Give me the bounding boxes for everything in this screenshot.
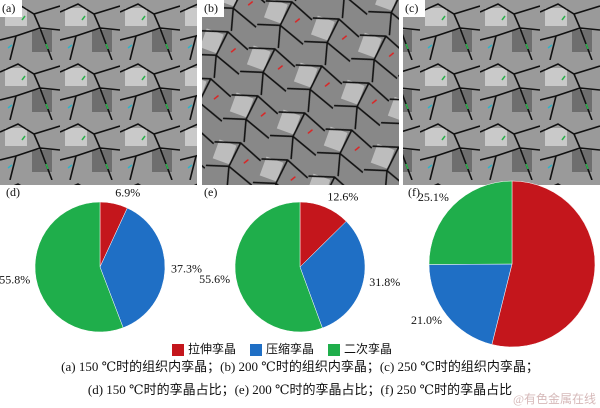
value-label: 37.3% (171, 261, 202, 275)
legend-label: 压缩孪晶 (266, 341, 314, 356)
micrograph (403, 0, 600, 185)
panel-label: (b) (204, 1, 218, 15)
caption: (d) 150 ℃时的孪晶占比；(e) 200 ℃时的孪晶占比；(f) 250 … (88, 382, 512, 398)
value-label: 25.1% (418, 190, 449, 204)
pie-slice (34, 201, 124, 333)
panel-label: (c) (405, 1, 418, 15)
pie-slice (428, 180, 513, 265)
panel-label-box (0, 0, 22, 17)
legend-label: 二次孪晶 (344, 341, 392, 356)
pie-slice (99, 207, 166, 329)
pie-slice (299, 220, 366, 329)
legend-swatch (172, 344, 184, 356)
micrograph (0, 0, 197, 185)
panel-label-box (403, 0, 425, 17)
panel-label: (d) (6, 185, 20, 199)
value-label: 31.8% (369, 275, 400, 289)
legend-swatch (250, 344, 262, 356)
pie-slice (234, 201, 323, 333)
value-label: 21.0% (411, 313, 442, 327)
legend-label: 拉伸孪晶 (188, 341, 236, 356)
pie-slice (428, 263, 513, 345)
legend-swatch (328, 344, 340, 356)
panel-label: (f) (408, 185, 420, 199)
micrographs (0, 0, 600, 185)
value-label: 55.6% (199, 272, 230, 286)
panel-label: (e) (204, 185, 217, 199)
value-label: 55.8% (0, 272, 30, 286)
value-label: 12.6% (327, 190, 358, 204)
pie-slice (491, 180, 596, 348)
caption: (a) 150 ℃时的组织内孪晶；(b) 200 ℃时的组织内孪晶；(c) 25… (61, 359, 539, 375)
value-label: 6.9% (115, 186, 140, 200)
micrograph (202, 0, 399, 185)
watermark: @有色金属在线 (513, 391, 596, 406)
panel-label-box (202, 0, 224, 17)
panel-label: (a) (2, 1, 15, 15)
